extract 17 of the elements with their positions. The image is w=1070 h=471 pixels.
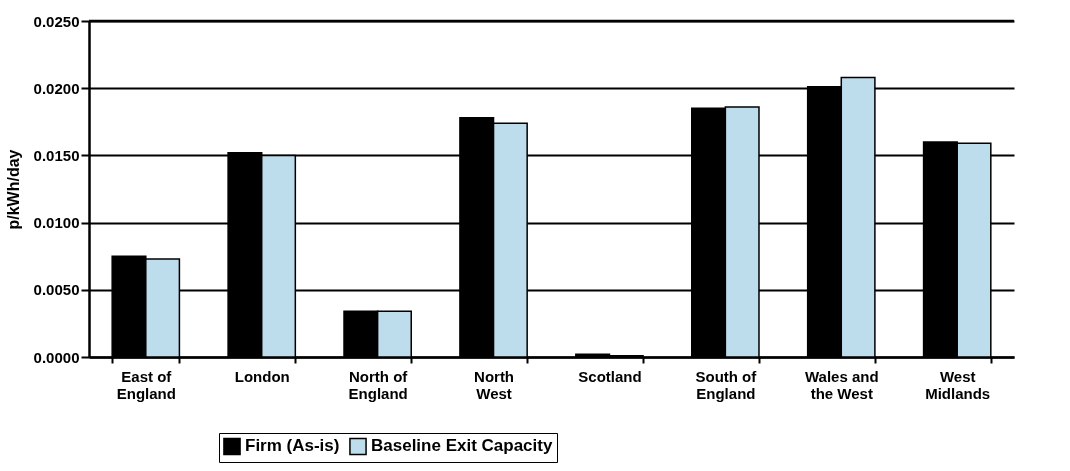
y-tick-label: 0.0100	[33, 214, 80, 232]
legend-label: Baseline Exit Capacity	[371, 436, 553, 456]
x-tick-label: North West	[474, 367, 515, 402]
y-tick-label: 0.0200	[33, 79, 80, 97]
x-tick-label: West Midlands	[925, 367, 991, 402]
x-tick-label: South of England	[695, 367, 758, 402]
x-tick-label: North of England	[348, 367, 409, 402]
y-tick-label: 0.0050	[33, 281, 80, 299]
x-tick-label: Wales and the West	[804, 367, 879, 402]
legend-label: Firm (As-is)	[245, 436, 340, 456]
y-axis-title: p/kWh/day	[4, 149, 22, 230]
x-tick-label: London	[234, 367, 290, 385]
y-tick-label: 0.0250	[33, 12, 80, 30]
x-tick-label: East of England	[116, 367, 176, 402]
x-tick-label: Scotland	[578, 367, 642, 385]
y-tick-label: 0.0000	[33, 348, 80, 366]
y-tick-label: 0.0150	[33, 146, 80, 164]
